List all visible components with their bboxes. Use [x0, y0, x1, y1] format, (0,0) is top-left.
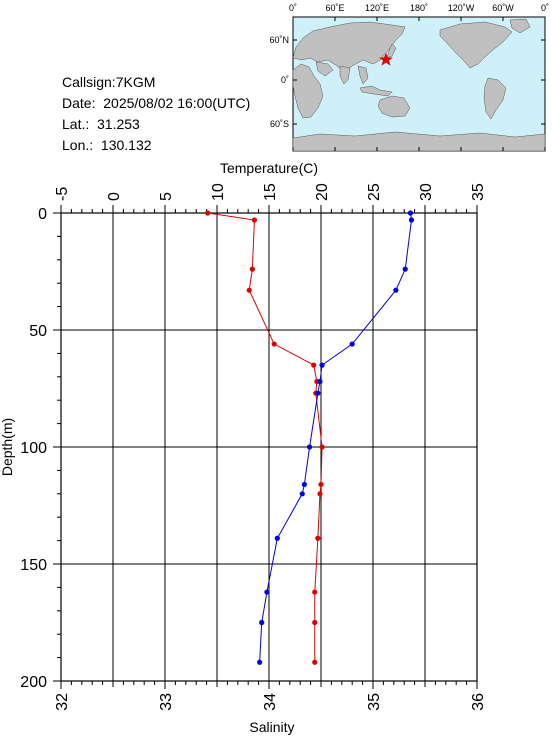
temperature-tick-label: 5	[158, 192, 175, 201]
temperature-tick-label: 30	[418, 183, 435, 201]
temperature-tick-label: 35	[470, 183, 487, 201]
salinity-point	[319, 362, 325, 368]
depth-tick-label: 150	[20, 557, 47, 574]
salinity-tick-label: 32	[54, 693, 71, 711]
salinity-point	[315, 390, 321, 396]
depth-tick-label: 200	[20, 674, 47, 691]
temperature-point	[315, 535, 321, 541]
salinity-point	[306, 444, 313, 450]
lon-text: Lon.: 130.132	[62, 137, 152, 153]
temperature-point	[246, 287, 252, 293]
salinity-point	[264, 589, 270, 595]
map-lon-label: 120˚W	[448, 3, 475, 13]
map-lon-label: 0˚	[541, 3, 549, 13]
salinity-point	[259, 619, 265, 626]
salinity-point	[301, 481, 307, 488]
salinity-point	[257, 659, 263, 665]
temperature-point	[249, 266, 255, 272]
depth-axis-title: Depth(m)	[0, 418, 15, 476]
temperature-point	[312, 659, 318, 665]
salinity-tick-label: 33	[158, 693, 175, 711]
salinity-point	[393, 287, 399, 293]
temperature-point	[312, 589, 318, 595]
salinity-point	[407, 210, 414, 216]
temperature-point	[271, 341, 277, 347]
salinity-point	[408, 217, 415, 223]
map-lat-label: 60˚S	[270, 119, 289, 129]
temperature-point	[317, 491, 323, 497]
map-lon-label: 180˚	[410, 3, 428, 13]
lat-text: Lat.: 31.253	[62, 116, 140, 132]
date-text: Date: 2025/08/02 16:00(UTC)	[62, 95, 251, 111]
temperature-tick-label: 20	[314, 183, 331, 201]
salinity-series	[257, 210, 415, 665]
map-lon-label: 0˚	[289, 3, 297, 13]
map-lon-label: 60˚E	[325, 3, 344, 13]
salinity-tick-label: 34	[262, 693, 279, 711]
salinity-point	[317, 378, 323, 385]
temperature-tick-label: -5	[54, 187, 71, 201]
temperature-point	[251, 217, 258, 223]
temperature-point	[311, 362, 317, 368]
map-lon-label: 120˚E	[365, 3, 389, 13]
map-lat-label: 0˚	[281, 75, 289, 85]
temperature-tick-label: 0	[106, 192, 123, 201]
salinity-axis-title: Salinity	[249, 719, 294, 735]
map-land	[292, 18, 546, 152]
map-lat-label: 60˚N	[269, 35, 289, 45]
salinity-tick-label: 35	[366, 693, 383, 711]
depth-tick-label: 50	[29, 323, 47, 340]
temperature-line	[207, 212, 323, 663]
salinity-point	[299, 491, 305, 497]
temperature-point	[319, 444, 325, 450]
station-marker-icon	[379, 52, 393, 66]
map-lon-label: 60˚W	[492, 3, 514, 13]
salinity-point	[349, 341, 355, 347]
callsign-text: Callsign:7KGM	[62, 74, 156, 90]
temperature-tick-label: 25	[366, 183, 383, 201]
temperature-series	[205, 210, 325, 665]
temperature-point	[205, 210, 211, 216]
depth-tick-label: 100	[20, 440, 47, 457]
salinity-point	[402, 266, 408, 272]
temperature-point	[318, 481, 324, 488]
temperature-tick-label: 15	[262, 183, 279, 201]
salinity-point	[274, 535, 280, 541]
depth-tick-label: 0	[38, 206, 47, 223]
salinity-line	[259, 212, 412, 663]
salinity-tick-label: 36	[470, 693, 487, 711]
temperature-axis-title: Temperature(C)	[220, 160, 318, 176]
temperature-tick-label: 10	[210, 183, 227, 201]
station-info: Callsign:7KGM Date: 2025/08/02 16:00(UTC…	[62, 72, 250, 156]
temperature-point	[312, 619, 318, 626]
